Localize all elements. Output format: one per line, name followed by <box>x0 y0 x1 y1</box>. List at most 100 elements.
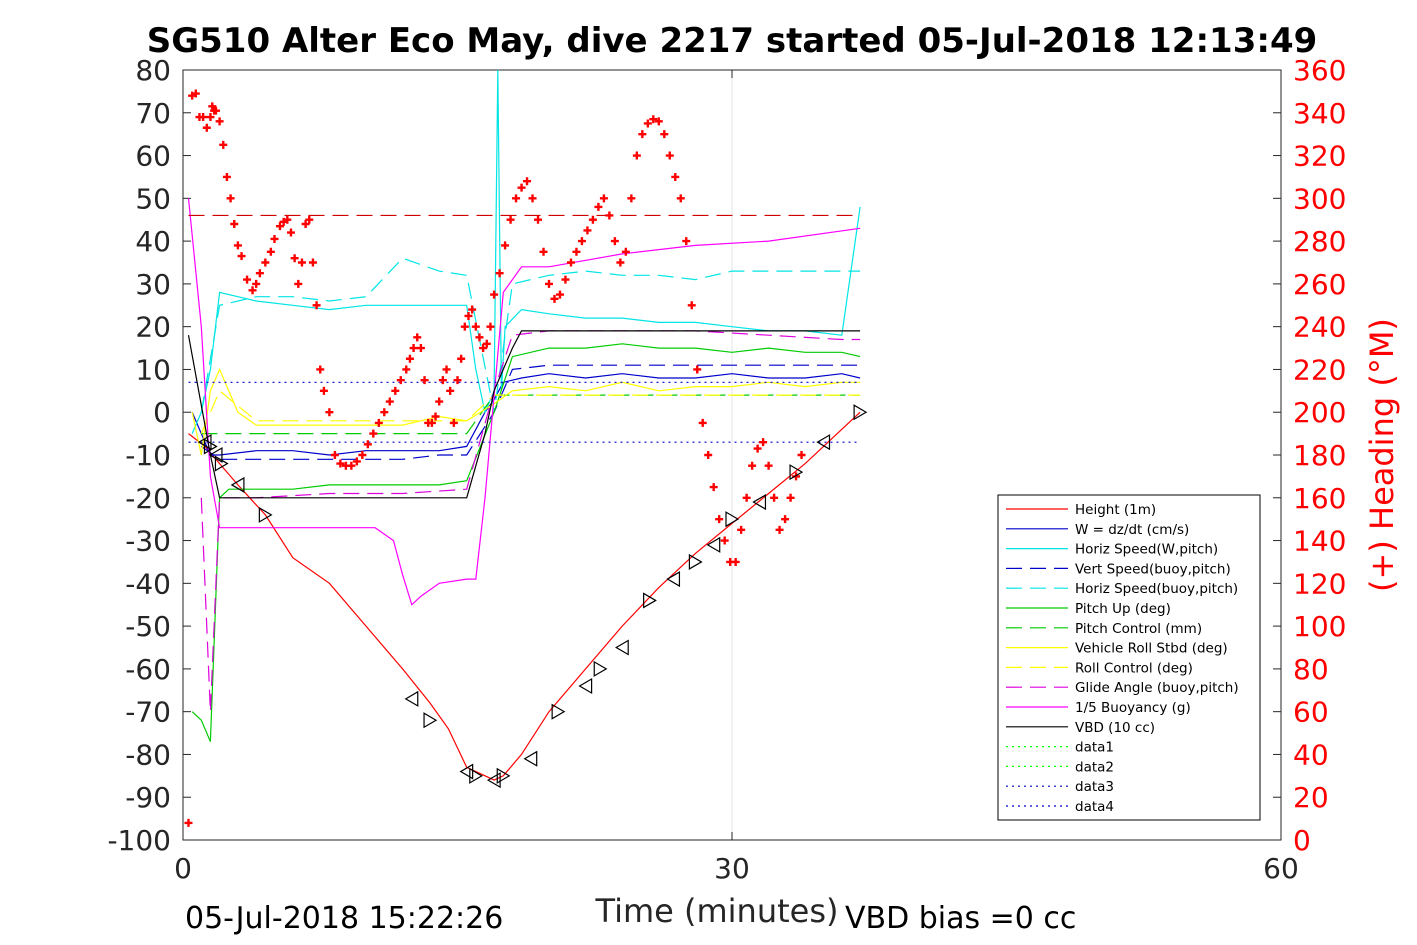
heading-point <box>385 397 394 406</box>
heading-point <box>638 130 647 139</box>
series-line <box>187 330 861 499</box>
chart-title: SG510 Alter Eco May, dive 2217 started 0… <box>147 21 1318 61</box>
heading-point <box>431 412 440 421</box>
legend-label: data3 <box>1075 779 1114 795</box>
heading-point <box>742 493 751 502</box>
heading-point <box>358 451 367 459</box>
heading-point <box>731 557 740 566</box>
y-tick-label-left: -100 <box>107 824 171 857</box>
y-tick-label-left: -50 <box>125 610 171 643</box>
heading-point <box>715 515 724 524</box>
y-tick-label-right: 80 <box>1293 653 1329 686</box>
series-line <box>200 257 861 413</box>
heading-point <box>517 183 526 192</box>
legend-label: data4 <box>1075 799 1114 815</box>
heading-point <box>312 301 321 310</box>
legend: Height (1m) W = dz/dt (cm/s) Horiz Speed(W… <box>997 494 1261 821</box>
legend-label: Height (1m) <box>1075 502 1156 518</box>
vbd-marker <box>853 404 868 421</box>
heading-point <box>405 354 414 363</box>
legend-label: Horiz Speed(buoy,pitch) <box>1075 581 1238 597</box>
heading-point <box>319 386 328 395</box>
heading-point <box>539 247 548 256</box>
legend-label: data1 <box>1075 740 1114 756</box>
vbd-marker <box>203 438 218 455</box>
y-tick-label-left: -30 <box>125 525 171 558</box>
heading-point <box>512 194 521 203</box>
vbd-marker <box>593 660 608 677</box>
heading-point <box>286 228 295 237</box>
footer-timestamp: 05-Jul-2018 15:22:26 <box>185 901 503 936</box>
legend-label: Pitch Control (mm) <box>1075 621 1202 637</box>
heading-point <box>770 493 779 502</box>
heading-point <box>550 294 559 303</box>
heading-point <box>583 226 592 235</box>
vbd-marker <box>752 494 767 511</box>
y-tick-label-right: 300 <box>1293 182 1346 215</box>
vbd-marker <box>725 511 740 528</box>
vbd-marker <box>404 690 419 707</box>
y-tick-label-right: 160 <box>1293 482 1346 515</box>
heading-point <box>781 515 790 524</box>
heading-point <box>301 220 310 228</box>
series-line <box>201 394 861 435</box>
heading-point <box>792 472 801 481</box>
heading-point <box>605 211 614 220</box>
x-tick-label: 0 <box>174 852 192 885</box>
y-axis-left: 80 70 60 50 40 30 20 10 0 -10 -20 -30 -40 -50 -60 -70 -8… <box>107 54 1281 857</box>
heading-point <box>457 354 466 363</box>
heading-point <box>222 172 231 181</box>
heading-point <box>632 151 641 160</box>
vbd-marker <box>423 712 438 729</box>
heading-point <box>495 269 504 278</box>
heading-point <box>219 140 228 149</box>
heading-point <box>486 322 495 331</box>
heading-point <box>698 418 707 427</box>
heading-point <box>475 333 484 342</box>
heading-point <box>665 151 674 160</box>
y-tick-label-right: 340 <box>1293 97 1346 130</box>
heading-point <box>764 461 773 470</box>
series-line <box>188 411 861 781</box>
heading-point <box>449 418 458 427</box>
y-tick-label-right: 140 <box>1293 525 1346 558</box>
heading-point <box>693 365 702 374</box>
y-tick-label-left: -10 <box>125 439 171 472</box>
legend-label: Glide Angle (buoy,pitch) <box>1075 680 1239 696</box>
legend-label: VBD (10 cc) <box>1075 720 1155 736</box>
heading-point <box>199 113 208 122</box>
heading-point <box>347 461 356 470</box>
heading-point <box>759 438 768 447</box>
heading-point <box>490 290 499 299</box>
y-tick-label-left: -70 <box>125 696 171 729</box>
heading-point <box>202 123 211 132</box>
heading-point <box>237 252 246 261</box>
y-tick-label-left: -60 <box>125 653 171 686</box>
heading-point <box>261 258 270 267</box>
heading-point <box>753 444 762 453</box>
heading-point <box>555 290 564 299</box>
heading-point <box>215 117 224 126</box>
vbd-marker <box>258 506 273 523</box>
heading-point <box>654 117 663 126</box>
heading-point <box>797 451 806 459</box>
series-line <box>187 198 861 606</box>
y-tick-label-right: 220 <box>1293 353 1346 386</box>
heading-point <box>413 333 422 342</box>
vbd-marker <box>459 763 474 780</box>
heading-point <box>588 215 597 224</box>
y-tick-label-right: 280 <box>1293 225 1346 258</box>
heading-point <box>471 322 480 331</box>
heading-point <box>191 89 200 98</box>
vbd-marker <box>230 476 245 493</box>
heading-point <box>409 344 418 353</box>
heading-point <box>687 301 696 310</box>
y-tick-label-right: 0 <box>1293 824 1311 857</box>
vbd-marker <box>615 639 629 656</box>
heading-point <box>275 222 284 231</box>
y-tick-label-left: 40 <box>135 225 171 258</box>
series-line <box>191 343 861 742</box>
vbd-marker <box>486 772 501 789</box>
y-tick-label-right: 40 <box>1293 738 1329 771</box>
